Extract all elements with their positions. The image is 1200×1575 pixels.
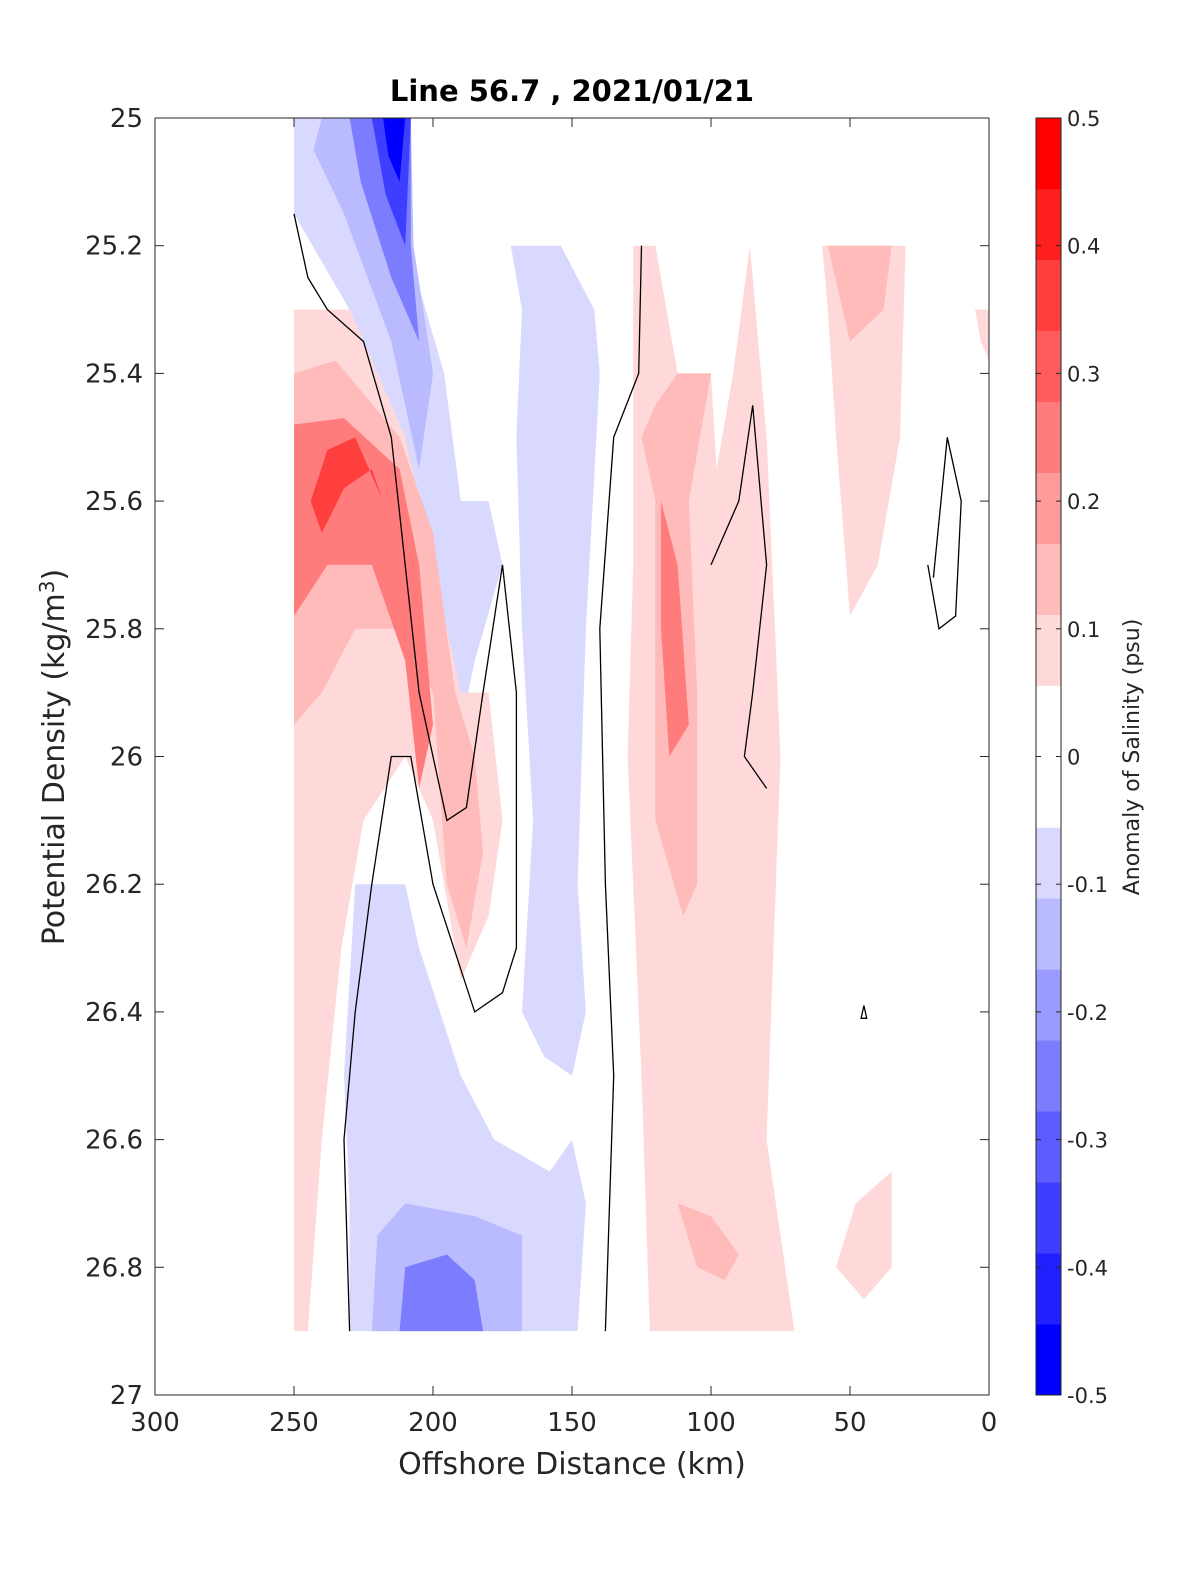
colorbar-swatch <box>1036 1253 1061 1325</box>
salinity-anomaly-fills <box>294 118 989 1332</box>
colorbar-swatch <box>1036 188 1061 261</box>
colorbar-swatch <box>1036 1182 1061 1254</box>
y-axis-title-sup: 3 <box>35 580 59 593</box>
anomaly-region-0 <box>294 118 503 757</box>
y-tick-label: 25.4 <box>85 359 143 389</box>
colorbar-tick-label: -0.1 <box>1067 873 1108 897</box>
x-tick-label: 50 <box>833 1408 866 1438</box>
zero-contours <box>293 213 962 1332</box>
zero-contour-4 <box>860 1005 868 1019</box>
colorbar-tick-label: 0 <box>1067 746 1080 770</box>
colorbar-tick-label: 0.5 <box>1067 107 1100 131</box>
colorbar-tick-label: -0.4 <box>1067 1256 1108 1280</box>
y-tick-label: 26.4 <box>85 998 143 1028</box>
colorbar-tick-label: -0.2 <box>1067 1001 1108 1025</box>
colorbar-swatches <box>1036 118 1061 1396</box>
colorbar-title: Anomaly of Salinity (psu) <box>1120 619 1145 896</box>
colorbar-tick-label: -0.3 <box>1067 1129 1108 1153</box>
colorbar-swatch <box>1036 118 1061 190</box>
colorbar-tick-label: 0.4 <box>1067 235 1100 259</box>
colorbar-ticks: 0.5 0.4 0.3 0.2 0.1 0 -0.1 -0.2 -0.3 -0.4 -0.5 <box>1036 107 1108 1408</box>
zero-contour-1 <box>599 245 643 1332</box>
colorbar-tick-label: -0.5 <box>1067 1384 1108 1408</box>
x-tick-label: 250 <box>269 1408 319 1438</box>
colorbar-swatch <box>1036 614 1061 686</box>
x-tick-label: 0 <box>981 1408 998 1438</box>
x-axis-title: Offshore Distance (km) <box>398 1447 746 1482</box>
x-tick-label: 300 <box>130 1408 180 1438</box>
colorbar-swatch <box>1036 685 1061 757</box>
plot-area: 300 250 200 150 100 50 0 2525.225.425.625.8262… <box>85 104 997 1438</box>
anomaly-region-5 <box>510 245 600 1076</box>
y-axis-title: Potential Density (kg/m3) <box>35 569 72 945</box>
colorbar-swatch <box>1036 756 1061 828</box>
zero-contour-2 <box>710 405 768 789</box>
x-tick-label: 200 <box>408 1408 458 1438</box>
y-axis-ticks: 25 25.2 25.4 25.6 25.8 26 26.2 26.4 26.6 26.8 27 <box>85 104 989 1411</box>
y-axis-title-main: Potential Density (kg/m <box>37 593 72 945</box>
colorbar-tick-label: 0.3 <box>1067 362 1100 386</box>
y-tick-label: 26 <box>110 743 143 773</box>
anomaly-region-4 <box>383 118 406 182</box>
colorbar-swatch <box>1036 827 1061 899</box>
x-tick-label: 100 <box>686 1408 736 1438</box>
x-axis-ticks: 300 250 200 150 100 50 0 <box>130 118 997 1438</box>
anomaly-region-18 <box>827 245 892 342</box>
anomaly-region-19 <box>836 1171 892 1300</box>
y-axis-title-end: ) <box>37 569 72 581</box>
colorbar-tick-label: 0.1 <box>1067 618 1100 642</box>
chart-title: Line 56.7 , 2021/01/21 <box>390 74 754 108</box>
x-tick-label: 150 <box>547 1408 597 1438</box>
zero-contour-3 <box>927 437 962 630</box>
y-tick-label: 26.2 <box>85 870 143 900</box>
colorbar-swatch <box>1036 1324 1061 1396</box>
y-tick-label: 25 <box>110 104 143 134</box>
colorbar-tick-label: 0.2 <box>1067 490 1100 514</box>
colorbar-swatch <box>1036 330 1061 403</box>
anomaly-region-21 <box>294 1043 300 1108</box>
colorbar-swatch <box>1036 1111 1061 1183</box>
anomaly-region-20 <box>975 309 989 361</box>
zero-contour-0 <box>293 213 518 1332</box>
colorbar-swatch <box>1036 969 1061 1041</box>
anomaly-region-16 <box>677 1203 739 1281</box>
colorbar-swatch <box>1036 898 1061 970</box>
colorbar-swatch <box>1036 543 1061 615</box>
colorbar-swatch <box>1036 1040 1061 1112</box>
colorbar-swatch <box>1036 259 1061 332</box>
anomaly-region-17 <box>822 245 906 616</box>
y-tick-label: 25.2 <box>85 232 143 262</box>
y-tick-label: 27 <box>110 1381 143 1411</box>
colorbar-swatch <box>1036 472 1061 544</box>
y-tick-label: 25.8 <box>85 615 143 645</box>
anomaly-region-12 <box>310 437 383 533</box>
anomaly-region-15 <box>661 501 689 757</box>
y-tick-label: 25.6 <box>85 487 143 517</box>
y-tick-label: 26.8 <box>85 1253 143 1283</box>
y-tick-label: 26.6 <box>85 1126 143 1156</box>
anomaly-region-8 <box>399 1254 483 1332</box>
colorbar-swatch <box>1036 401 1061 474</box>
colorbar: 0.5 0.4 0.3 0.2 0.1 0 -0.1 -0.2 -0.3 -0.4 -0.5 Ano… <box>1035 107 1145 1408</box>
